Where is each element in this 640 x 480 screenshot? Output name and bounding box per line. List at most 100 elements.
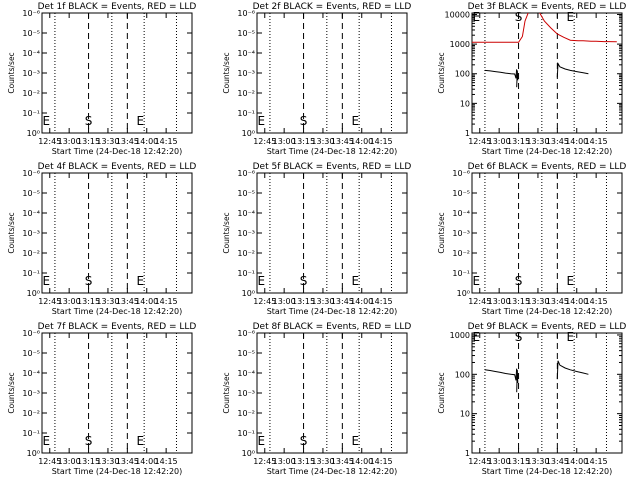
x-tick-label: 13:15	[77, 457, 100, 466]
series-line	[516, 369, 519, 393]
event-marker: S	[300, 114, 308, 128]
y-axis-label: Counts/sec	[222, 212, 231, 253]
x-tick-label: 13:30	[96, 457, 119, 466]
chart-panel: Det 9f BLACK = Events, RED = LLD 1 10 100 10…	[437, 322, 626, 476]
y-tick-label: 10	[460, 410, 470, 419]
chart-panel: Det 3f BLACK = Events, RED = LLD 1 10 100 10…	[437, 2, 626, 156]
series-line	[556, 360, 589, 380]
y-tick-label: 10⁻³	[22, 69, 40, 78]
y-tick-label: 1000	[450, 331, 470, 340]
panel-title: Det 8f BLACK = Events, RED = LLD	[253, 322, 412, 332]
x-tick-label: 13:45	[546, 297, 569, 306]
event-marker: E	[351, 114, 359, 128]
x-axis-label: Start Time (24-Dec-18 12:42:20)	[52, 467, 183, 476]
y-tick-label: 10⁻¹	[452, 269, 470, 278]
y-axis-label: Counts/sec	[437, 52, 446, 93]
y-tick-label: 10⁻³	[237, 229, 255, 238]
y-tick-label: 10⁻⁵	[22, 189, 40, 198]
x-tick-label: 13:45	[116, 137, 139, 146]
plot-frame	[256, 172, 408, 294]
y-tick-label: 10⁻⁶	[22, 169, 40, 178]
event-marker: E	[257, 274, 265, 288]
event-marker: E	[472, 274, 480, 288]
y-tick-label: 10⁻⁶	[237, 169, 255, 178]
x-tick-label: 13:15	[507, 297, 530, 306]
y-tick-label: 10⁻²	[237, 409, 255, 418]
plot-frame	[41, 332, 193, 454]
y-tick-label: 1	[465, 449, 470, 458]
y-tick-label: 10⁻¹	[237, 269, 255, 278]
event-marker: S	[300, 274, 308, 288]
x-tick-label: 13:30	[526, 457, 549, 466]
chart-panel: Det 1f BLACK = Events, RED = LLD 10⁰ 10⁻¹ 1…	[7, 2, 196, 156]
x-tick-label: 14:00	[350, 297, 373, 306]
plot-frame	[471, 172, 623, 294]
y-tick-label: 10⁻¹	[237, 429, 255, 438]
x-tick-label: 12:45	[468, 137, 491, 146]
x-tick-label: 13:30	[526, 297, 549, 306]
y-tick-label: 10⁻³	[22, 229, 40, 238]
x-axis-label: Start Time (24-Dec-18 12:42:20)	[267, 307, 398, 316]
chart-panel: Det 8f BLACK = Events, RED = LLD 10⁰ 10⁻¹ 1…	[222, 322, 411, 476]
x-tick-label: 13:15	[77, 297, 100, 306]
panel-title: Det 2f BLACK = Events, RED = LLD	[253, 2, 412, 12]
y-tick-label: 10000	[445, 10, 470, 19]
x-tick-label: 13:45	[546, 137, 569, 146]
y-axis-label: Counts/sec	[222, 52, 231, 93]
y-tick-label: 10⁻⁵	[237, 349, 255, 358]
chart-panel: Det 6f BLACK = Events, RED = LLD 10⁰ 10⁻¹ 1…	[437, 162, 626, 316]
panel-title: Det 6f BLACK = Events, RED = LLD	[468, 162, 627, 172]
y-tick-label: 100	[455, 370, 470, 379]
y-tick-label: 1	[465, 129, 470, 138]
y-tick-label: 10⁰	[242, 449, 255, 458]
x-tick-label: 14:15	[585, 457, 608, 466]
x-tick-label: 13:15	[507, 137, 530, 146]
y-tick-label: 10⁻⁶	[22, 9, 40, 18]
x-axis-label: Start Time (24-Dec-18 12:42:20)	[482, 307, 613, 316]
panel-title: Det 9f BLACK = Events, RED = LLD	[468, 322, 627, 332]
x-tick-label: 13:00	[58, 137, 81, 146]
series-line	[556, 61, 589, 78]
event-marker: S	[85, 274, 93, 288]
y-tick-label: 10⁰	[27, 289, 40, 298]
y-tick-label: 1000	[450, 40, 470, 49]
y-tick-label: 10⁰	[242, 289, 255, 298]
event-marker: E	[472, 10, 480, 24]
plot-frame	[471, 332, 623, 454]
y-tick-label: 10⁻³	[22, 389, 40, 398]
x-tick-label: 14:15	[585, 137, 608, 146]
x-tick-label: 14:15	[155, 457, 178, 466]
series-line	[484, 368, 518, 381]
x-tick-label: 12:45	[38, 137, 61, 146]
x-tick-label: 13:30	[96, 137, 119, 146]
x-tick-label: 13:00	[273, 297, 296, 306]
x-tick-label: 13:15	[507, 457, 530, 466]
x-tick-label: 13:30	[311, 137, 334, 146]
x-tick-label: 13:15	[292, 137, 315, 146]
x-tick-label: 13:45	[546, 457, 569, 466]
y-tick-label: 10⁻¹	[22, 429, 40, 438]
y-axis-label: Counts/sec	[437, 372, 446, 413]
event-marker: S	[515, 330, 523, 344]
y-tick-label: 10⁻⁵	[452, 189, 470, 198]
y-tick-label: 10⁻⁴	[237, 369, 255, 378]
x-tick-label: 14:15	[155, 137, 178, 146]
event-marker: E	[136, 274, 144, 288]
x-tick-label: 13:45	[116, 297, 139, 306]
plot-frame	[471, 12, 623, 134]
series-line	[484, 69, 518, 79]
series-line	[516, 70, 519, 88]
y-tick-label: 10⁰	[27, 449, 40, 458]
x-tick-label: 13:00	[273, 137, 296, 146]
y-tick-label: 10⁻²	[237, 89, 255, 98]
event-marker: S	[300, 434, 308, 448]
event-marker: E	[257, 114, 265, 128]
plot-frame	[256, 332, 408, 454]
x-tick-label: 13:45	[331, 137, 354, 146]
x-tick-label: 12:45	[38, 297, 61, 306]
chart-panel: Det 4f BLACK = Events, RED = LLD 10⁰ 10⁻¹ 1…	[7, 162, 196, 316]
y-tick-label: 10⁻²	[237, 249, 255, 258]
x-tick-label: 14:15	[370, 297, 393, 306]
event-marker: S	[515, 274, 523, 288]
x-tick-label: 13:00	[488, 297, 511, 306]
